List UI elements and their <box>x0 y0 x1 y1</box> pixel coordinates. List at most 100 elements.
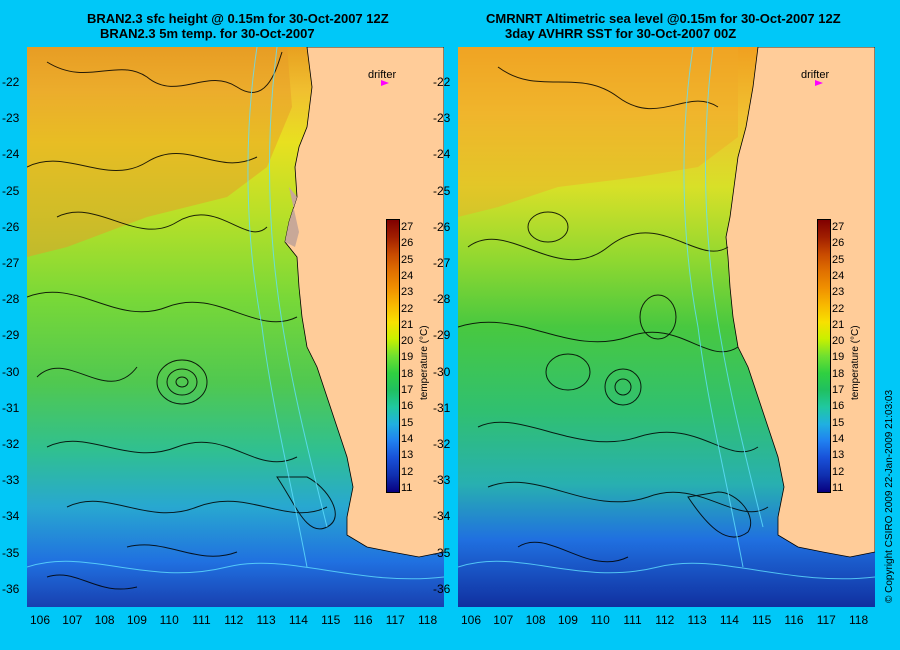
left-colorbar-label: 22 <box>401 302 414 315</box>
right-lon-tick: 117 <box>816 613 836 627</box>
right-lat-tick: -30 <box>433 364 451 379</box>
right-colorbar-label: 21 <box>832 318 845 331</box>
left-drifter-arrow-icon <box>381 80 389 86</box>
left-lat-tick: -22 <box>2 75 20 89</box>
right-colorbar <box>817 219 831 493</box>
left-colorbar-label: 17 <box>401 384 414 396</box>
right-colorbar-label: 23 <box>832 286 845 299</box>
left-colorbar-label: 26 <box>401 237 414 250</box>
right-lon-tick: 118 <box>849 613 869 627</box>
left-lon-tick: 107 <box>62 613 83 627</box>
left-lon-tick: 109 <box>126 613 147 627</box>
left-title-line2: BRAN2.3 5m temp. for 30-Oct-2007 <box>100 26 315 41</box>
right-colorbar-label: 14 <box>832 432 845 445</box>
right-colorbar-title: temperature (°C) <box>850 325 861 400</box>
right-lat-tick: -24 <box>433 147 451 162</box>
right-lat-tick: -23 <box>433 111 451 126</box>
right-colorbar-label: 11 <box>832 481 844 494</box>
left-lat-tick: -27 <box>2 256 20 270</box>
right-lat-tick: -36 <box>433 581 451 596</box>
copyright-text: © Copyright CSIRO 2009 22-Jan-2009 21:03… <box>884 389 895 603</box>
right-lat-tick: -28 <box>433 292 451 307</box>
left-colorbar-label: 16 <box>401 400 414 413</box>
right-lat-tick: -35 <box>433 545 451 560</box>
right-title-line1: CMRNRT Altimetric sea level @0.15m for 3… <box>486 11 841 26</box>
left-colorbar-label: 14 <box>401 432 414 445</box>
right-colorbar-label: 20 <box>832 335 845 348</box>
left-colorbar-label: 24 <box>401 269 414 282</box>
right-drifter-label: drifter <box>801 69 830 81</box>
left-map-image <box>27 47 444 607</box>
left-lon-tick: 113 <box>256 613 276 627</box>
right-lat-tick: -29 <box>433 328 451 343</box>
left-colorbar-title: temperature (°C) <box>419 325 430 400</box>
right-map-panel <box>458 47 875 607</box>
left-lon-tick: 106 <box>29 613 51 627</box>
left-lon-tick: 114 <box>288 613 308 627</box>
right-drifter-arrow-icon <box>815 80 823 86</box>
left-lat-tick: -29 <box>2 328 20 343</box>
left-colorbar-label: 25 <box>401 253 414 266</box>
left-colorbar <box>386 219 400 493</box>
right-lon-tick: 106 <box>460 613 482 627</box>
right-colorbar-label: 13 <box>832 449 845 462</box>
left-lat-tick: -32 <box>2 437 20 451</box>
right-lon-tick: 113 <box>687 613 707 627</box>
left-lon-tick: 111 <box>192 613 211 627</box>
right-lon-tick: 111 <box>623 613 642 627</box>
right-colorbar-label: 25 <box>832 253 845 266</box>
left-colorbar-label: 12 <box>401 465 414 478</box>
right-colorbar-label: 17 <box>832 384 845 396</box>
left-lat-tick: -34 <box>2 509 20 524</box>
right-lon-tick: 115 <box>752 613 772 627</box>
right-lon-tick: 108 <box>525 613 546 627</box>
left-colorbar-label: 15 <box>401 416 414 429</box>
left-lat-tick: -31 <box>2 400 20 415</box>
left-lat-tick: -24 <box>2 147 20 162</box>
right-lon-tick: 112 <box>655 613 675 627</box>
left-lat-tick: -23 <box>2 111 20 126</box>
left-map-panel <box>27 47 444 607</box>
right-lon-tick: 109 <box>557 613 578 627</box>
left-colorbar-label: 20 <box>401 335 414 348</box>
right-colorbar-label: 22 <box>832 302 845 315</box>
left-lon-tick: 115 <box>321 613 341 627</box>
left-lat-tick: -36 <box>2 581 20 596</box>
right-colorbar-label: 15 <box>832 416 845 429</box>
right-lat-tick: -33 <box>433 473 451 488</box>
left-colorbar-label: 19 <box>401 351 414 364</box>
right-lon-tick: 114 <box>719 613 739 627</box>
right-title-line2: 3day AVHRR SST for 30-Oct-2007 00Z <box>505 26 737 41</box>
left-colorbar-label: 21 <box>401 318 414 331</box>
right-colorbar-label: 24 <box>832 269 845 282</box>
left-title-line1: BRAN2.3 sfc height @ 0.15m for 30-Oct-20… <box>87 11 389 26</box>
left-lon-tick: 117 <box>385 613 405 627</box>
right-colorbar-label: 26 <box>832 237 845 250</box>
left-lat-tick: -35 <box>2 545 20 560</box>
left-drifter-label: drifter <box>368 69 397 81</box>
left-lon-tick: 110 <box>159 613 179 627</box>
left-lat-tick: -26 <box>2 219 20 234</box>
left-lat-tick: -25 <box>2 183 20 198</box>
left-lat-tick: -28 <box>2 292 20 307</box>
left-lon-tick: 118 <box>418 613 438 627</box>
right-colorbar-label: 12 <box>832 465 845 478</box>
left-lat-tick: -30 <box>2 364 20 379</box>
left-colorbar-label: 27 <box>401 221 414 233</box>
left-lon-tick: 108 <box>94 613 115 627</box>
right-lat-tick: -26 <box>433 219 451 234</box>
right-colorbar-label: 16 <box>832 400 845 413</box>
right-map-image <box>458 47 875 607</box>
right-lat-tick: -27 <box>433 256 451 270</box>
left-colorbar-label: 18 <box>401 367 414 380</box>
right-lat-tick: -32 <box>433 437 451 451</box>
left-lat-tick: -33 <box>2 473 20 488</box>
left-colorbar-label: 13 <box>401 449 414 462</box>
right-colorbar-label: 18 <box>832 367 845 380</box>
left-colorbar-label: 23 <box>401 286 414 299</box>
right-lat-tick: -22 <box>433 75 451 89</box>
right-lon-tick: 116 <box>784 613 804 627</box>
right-lon-tick: 107 <box>493 613 514 627</box>
right-lat-tick: -34 <box>433 509 451 524</box>
right-colorbar-label: 19 <box>832 351 845 364</box>
